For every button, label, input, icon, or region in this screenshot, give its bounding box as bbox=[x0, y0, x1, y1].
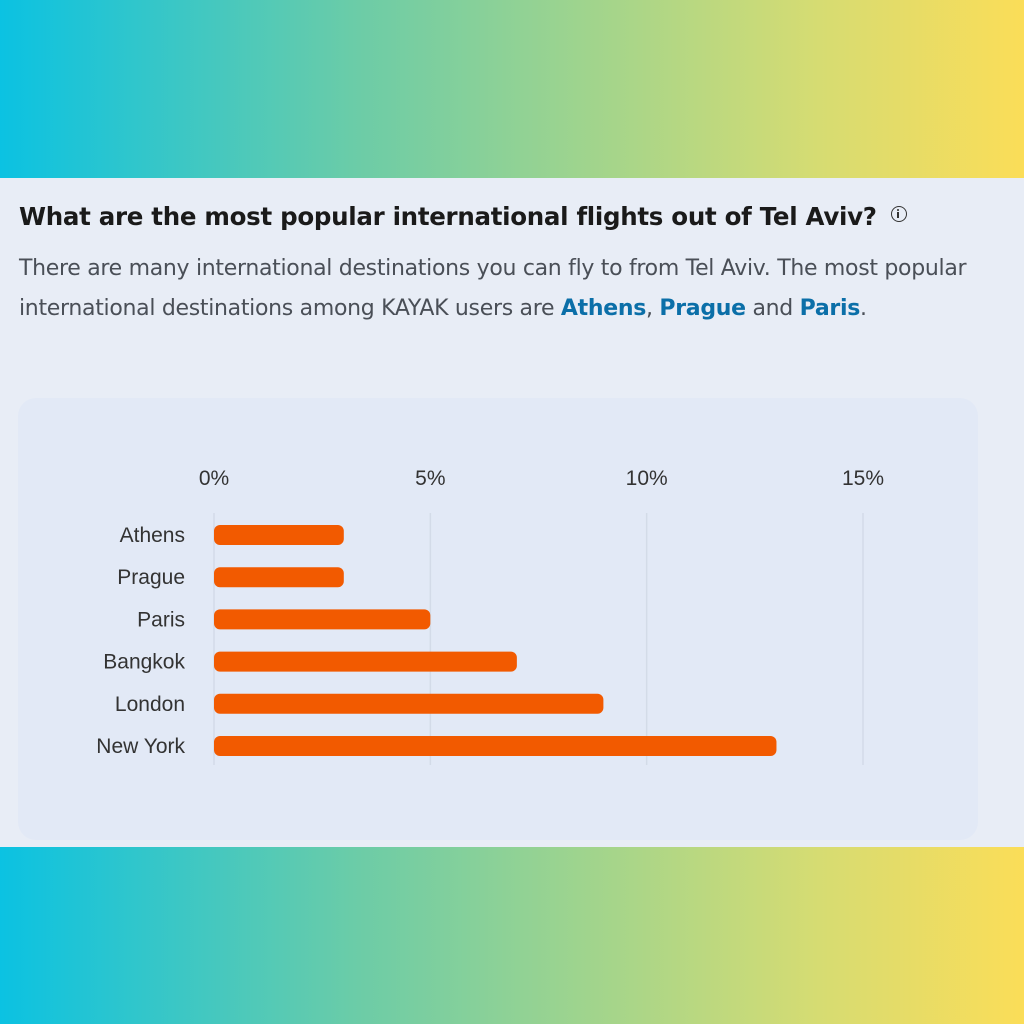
description-separator-1: , bbox=[646, 296, 660, 321]
x-tick-label: 5% bbox=[415, 467, 445, 490]
description-end: . bbox=[860, 296, 867, 321]
bar-prague bbox=[214, 567, 344, 588]
category-label: Paris bbox=[137, 608, 185, 631]
bar-paris bbox=[214, 609, 431, 630]
bar-london bbox=[214, 693, 604, 714]
bar-chart: 0% 5% 10% 15% Athens Prague Paris Bangkok London… bbox=[96, 467, 884, 765]
bar-new-york bbox=[214, 736, 777, 756]
category-label: London bbox=[115, 693, 185, 716]
chart-card: 0% 5% 10% 15% Athens Prague Paris Bangkok London… bbox=[18, 398, 978, 840]
x-tick-label: 0% bbox=[199, 467, 229, 490]
link-prague[interactable]: Prague bbox=[659, 296, 746, 321]
page-title: What are the most popular international … bbox=[19, 201, 877, 231]
x-tick-label: 15% bbox=[842, 467, 884, 490]
info-icon[interactable] bbox=[890, 206, 907, 222]
category-label: New York bbox=[96, 735, 185, 758]
category-label: Prague bbox=[117, 566, 185, 589]
link-athens[interactable]: Athens bbox=[560, 296, 647, 321]
description-separator-2: and bbox=[745, 296, 800, 321]
bar-athens bbox=[214, 525, 344, 545]
x-tick-label: 10% bbox=[626, 467, 668, 490]
category-label: Bangkok bbox=[103, 651, 185, 674]
description-intro: There are many international destination… bbox=[19, 256, 967, 321]
title-row: What are the most popular international … bbox=[19, 196, 1009, 236]
link-paris[interactable]: Paris bbox=[799, 296, 861, 321]
bar-bangkok bbox=[214, 651, 517, 672]
description-text: There are many international destination… bbox=[19, 249, 1004, 329]
category-label: Athens bbox=[120, 524, 185, 547]
